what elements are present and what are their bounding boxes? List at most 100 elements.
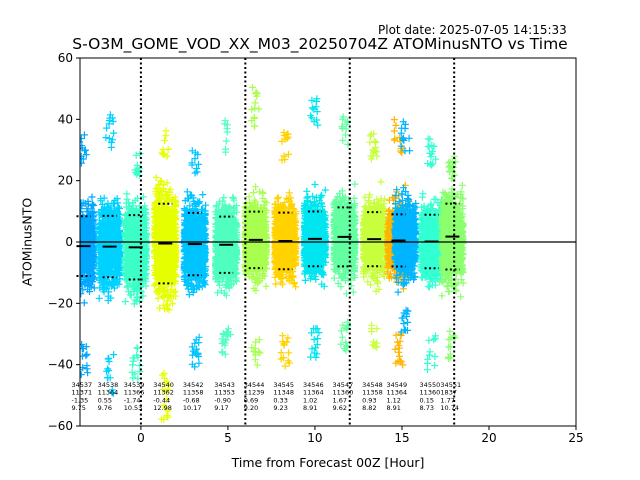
orbit-stat-line-1-3: 9.76 xyxy=(98,404,112,412)
orbit-stats-8: 34546 11364 1.02 8.91 xyxy=(303,381,324,412)
orbit-stat-line-0-1: 11371 xyxy=(71,389,92,397)
orbit-stats-2: 34539 11366 -1.74 10.53 xyxy=(124,381,145,412)
orbit-stat-line-3-2: -0.44 xyxy=(153,396,170,404)
orbit-points-core-4 xyxy=(180,188,210,299)
orbit-points-outliers-7 xyxy=(277,129,293,370)
orbit-points-core-8 xyxy=(300,181,330,290)
orbit-stat-line-10-3: 8.82 xyxy=(362,404,376,412)
orbit-stats-6: 34544 11239 0.69 9.20 xyxy=(244,381,265,412)
orbit-series-8 xyxy=(300,95,330,361)
orbit-stat-line-1-2: 0.55 xyxy=(98,396,112,404)
orbit-points-outliers-10 xyxy=(366,130,381,351)
x-tick-label-1: 5 xyxy=(224,431,232,445)
orbit-stat-line-11-3: 8.91 xyxy=(386,404,400,412)
orbit-stats-9: 34547 11360 1.67 9.62 xyxy=(333,381,354,412)
y-tick-label-1: −40 xyxy=(48,358,73,372)
orbit-stat-line-14-3: 10.74 xyxy=(440,404,459,412)
orbit-points-outliers-2 xyxy=(128,150,144,383)
orbit-series-9 xyxy=(330,113,359,354)
orbit-points-outliers-9 xyxy=(337,113,352,354)
orbit-stat-line-2-0: 34539 xyxy=(124,381,145,389)
orbit-stat-line-1-1: 11364 xyxy=(98,389,119,397)
orbit-series-4 xyxy=(180,147,210,371)
y-tick-label-6: 60 xyxy=(58,51,73,65)
x-tick-label-2: 10 xyxy=(307,431,322,445)
orbit-stat-line-6-0: 34544 xyxy=(244,381,265,389)
orbit-stat-line-7-3: 9.23 xyxy=(273,404,287,412)
orbit-stat-line-5-3: 9.17 xyxy=(214,404,228,412)
orbit-stats-1: 34538 11364 0.55 9.76 xyxy=(98,381,119,412)
orbit-stats-3: 34540 11362 -0.44 12.98 xyxy=(153,381,174,412)
orbit-stat-line-2-2: -1.74 xyxy=(124,396,141,404)
orbit-stat-line-13-3: 8.73 xyxy=(420,404,434,412)
x-axis-label: Time from Forecast 00Z [Hour] xyxy=(231,455,425,470)
orbit-series-14 xyxy=(438,152,467,362)
orbit-points-core-9 xyxy=(330,180,359,298)
orbit-series-3 xyxy=(151,127,180,423)
orbit-points-outliers-8 xyxy=(307,95,323,361)
y-tick-label-4: 20 xyxy=(58,174,73,188)
orbit-stat-line-0-0: 34537 xyxy=(71,381,92,389)
orbit-stat-line-6-3: 9.20 xyxy=(244,404,258,412)
orbit-stat-line-4-3: 10.17 xyxy=(183,404,202,412)
orbit-series-7 xyxy=(271,129,300,370)
orbit-stat-line-10-2: 0.93 xyxy=(362,396,376,404)
orbit-points-outliers-5 xyxy=(218,117,234,358)
orbit-stats-14: 34551 1837 1.77 10.74 xyxy=(440,381,461,412)
y-tick-label-5: 40 xyxy=(58,112,73,126)
chart-title: S-O3M_GOME_VOD_XX_M03_20250704Z ATOMinus… xyxy=(72,35,568,53)
orbit-points-outliers-13 xyxy=(423,135,440,374)
orbit-stat-line-1-0: 34538 xyxy=(98,381,119,389)
orbit-stat-line-2-3: 10.53 xyxy=(124,404,143,412)
orbit-stat-line-5-2: -0.90 xyxy=(214,396,231,404)
orbit-stats-11: 34549 11364 1.12 8.91 xyxy=(386,381,407,412)
orbit-stat-line-7-2: 0.33 xyxy=(273,396,287,404)
orbit-stats-5: 34543 11353 -0.90 9.17 xyxy=(214,381,235,412)
orbit-points-outliers-3 xyxy=(158,127,173,423)
x-tick-label-3: 15 xyxy=(394,431,409,445)
orbit-stat-line-8-0: 34546 xyxy=(303,381,324,389)
orbit-stat-line-4-0: 34542 xyxy=(183,381,204,389)
orbit-stat-line-7-0: 34545 xyxy=(273,381,294,389)
orbit-stat-line-8-1: 11364 xyxy=(303,389,324,397)
orbit-series-10 xyxy=(359,130,389,351)
x-tick-label-4: 20 xyxy=(481,431,496,445)
orbit-stat-line-10-0: 34548 xyxy=(362,381,383,389)
orbit-points-outliers-6 xyxy=(248,83,264,369)
orbit-stat-line-5-1: 11353 xyxy=(214,389,235,397)
orbit-stat-line-6-1: 11239 xyxy=(244,389,265,397)
orbit-stat-line-14-2: 1.77 xyxy=(440,396,454,404)
orbit-series-0 xyxy=(80,131,98,379)
orbit-series-12 xyxy=(391,118,420,336)
orbit-stat-line-9-2: 1.67 xyxy=(333,396,347,404)
orbit-points-core-0 xyxy=(80,193,98,307)
orbit-stat-line-5-0: 34543 xyxy=(214,381,235,389)
orbit-stat-line-11-0: 34549 xyxy=(386,381,407,389)
y-tick-label-3: 0 xyxy=(65,235,73,249)
orbit-stat-line-8-3: 8.91 xyxy=(303,404,317,412)
orbit-stat-line-11-2: 1.12 xyxy=(386,396,400,404)
orbit-points-outliers-0 xyxy=(80,131,92,379)
y-axis-label: ATOMinusNTO xyxy=(19,197,35,287)
orbit-stat-line-2-1: 11366 xyxy=(124,389,145,397)
orbit-stat-line-14-0: 34551 xyxy=(440,381,461,389)
orbit-stat-line-9-0: 34547 xyxy=(333,381,354,389)
orbit-points-outliers-4 xyxy=(188,147,203,371)
plot-date: Plot date: 2025-07-05 14:15:33 xyxy=(378,23,567,37)
orbit-stats-10: 34548 11358 0.93 8.82 xyxy=(362,381,383,412)
orbit-stat-line-6-2: 0.69 xyxy=(244,396,258,404)
scatter-points xyxy=(80,83,467,423)
orbit-stat-line-4-2: -0.68 xyxy=(183,396,200,404)
x-tick-label-5: 25 xyxy=(568,431,583,445)
orbit-stats-4: 34542 11358 -0.68 10.17 xyxy=(183,381,204,412)
orbit-points-core-1 xyxy=(95,194,124,304)
orbit-stat-line-13-2: 0.15 xyxy=(420,396,434,404)
orbit-stat-line-4-1: 11358 xyxy=(183,389,204,397)
orbit-stats-7: 34545 11348 0.33 9.23 xyxy=(273,381,294,412)
orbit-points-outliers-1 xyxy=(102,111,118,397)
orbit-series-1 xyxy=(95,111,124,397)
orbit-points-core-5 xyxy=(211,193,241,299)
orbit-stat-line-7-1: 11348 xyxy=(273,389,294,397)
